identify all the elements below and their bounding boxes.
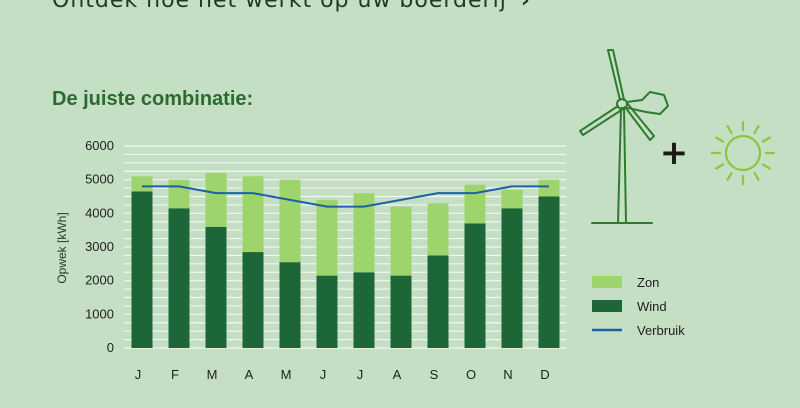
bar-wind bbox=[501, 208, 523, 348]
bar-wind bbox=[205, 226, 227, 348]
sun-icon bbox=[710, 120, 776, 186]
sun-ray bbox=[753, 171, 760, 181]
sun-ray bbox=[715, 163, 725, 170]
bar-zon bbox=[316, 199, 338, 276]
sun-ray bbox=[726, 171, 733, 181]
chart-line bbox=[142, 185, 549, 208]
x-tick-label: O bbox=[466, 367, 476, 382]
x-tick-label: J bbox=[320, 367, 327, 382]
legend-label-zon: Zon bbox=[637, 275, 659, 290]
sun-disc bbox=[724, 134, 762, 172]
x-tick-label: F bbox=[171, 367, 179, 382]
legend-swatch-zon bbox=[592, 276, 622, 288]
bar-wind bbox=[131, 191, 153, 348]
legend-label-verbruik: Verbruik bbox=[637, 323, 685, 338]
sun-ray bbox=[761, 136, 771, 143]
farm-explainer-link-text: Ontdek hoe het werkt op uw boerderij bbox=[52, 0, 507, 13]
y-tick-label: 2000 bbox=[85, 273, 114, 288]
farm-explainer-link[interactable]: Ontdek hoe het werkt op uw boerderij › bbox=[52, 0, 531, 13]
bar-zon bbox=[168, 179, 190, 209]
bar-wind bbox=[168, 208, 190, 348]
legend-label-wind: Wind bbox=[637, 299, 667, 314]
x-tick-label: J bbox=[357, 367, 364, 382]
x-tick-label: S bbox=[430, 367, 439, 382]
legend-swatch-wind bbox=[592, 300, 622, 312]
x-tick-label: J bbox=[135, 367, 142, 382]
section-subtitle: De juiste combinatie: bbox=[52, 88, 254, 110]
x-tick-label: N bbox=[503, 367, 512, 382]
y-tick-label: 5000 bbox=[85, 172, 114, 187]
sun-ray bbox=[715, 136, 725, 143]
y-axis-label: Opwek [kWh] bbox=[55, 212, 69, 283]
bar-zon bbox=[279, 179, 301, 263]
y-tick-label: 6000 bbox=[85, 138, 114, 153]
bar-wind bbox=[390, 275, 412, 348]
sun-ray bbox=[753, 125, 760, 135]
x-tick-label: M bbox=[281, 367, 292, 382]
y-tick-label: 3000 bbox=[85, 239, 114, 254]
bar-zon bbox=[390, 206, 412, 276]
bar-wind bbox=[353, 272, 375, 348]
plus-icon: + bbox=[660, 133, 689, 173]
bar-wind bbox=[538, 196, 560, 348]
chart-bars bbox=[131, 172, 560, 348]
y-tick-label: 1000 bbox=[85, 306, 114, 321]
line-verbruik bbox=[142, 185, 549, 208]
x-tick-label: A bbox=[393, 367, 402, 382]
chart-legend: Zon Wind Verbruik bbox=[592, 275, 685, 338]
bar-zon bbox=[501, 189, 523, 209]
x-tick-label: A bbox=[245, 367, 254, 382]
sun-ray bbox=[726, 125, 733, 135]
bar-zon bbox=[464, 184, 486, 224]
sun-ray bbox=[761, 163, 771, 170]
bar-wind bbox=[242, 252, 264, 348]
bar-zon bbox=[353, 193, 375, 273]
y-tick-label: 4000 bbox=[85, 205, 114, 220]
x-tick-label: D bbox=[540, 367, 549, 382]
chart-y-ticks: 0 1000 2000 3000 4000 5000 6000 bbox=[85, 138, 114, 355]
bar-zon bbox=[131, 176, 153, 192]
bar-wind bbox=[316, 275, 338, 348]
x-tick-label: M bbox=[207, 367, 218, 382]
bar-zon bbox=[242, 176, 264, 253]
y-tick-label: 0 bbox=[107, 340, 114, 355]
bar-zon bbox=[538, 179, 560, 197]
chevron-right-icon: › bbox=[520, 0, 531, 13]
bar-wind bbox=[464, 223, 486, 348]
bar-zon bbox=[205, 172, 227, 227]
bar-wind bbox=[427, 255, 449, 348]
wind-turbine-icon bbox=[579, 49, 669, 224]
energy-illustration: + bbox=[579, 49, 776, 224]
bar-zon bbox=[427, 203, 449, 256]
chart-gridlines bbox=[124, 145, 566, 349]
bar-wind bbox=[279, 262, 301, 348]
